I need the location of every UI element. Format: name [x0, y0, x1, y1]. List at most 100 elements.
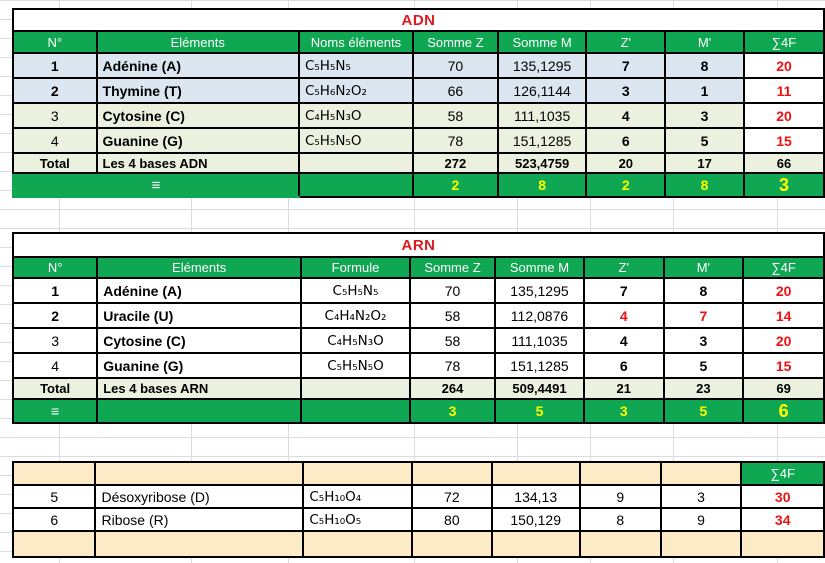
arn-equiv-sum4f[interactable]: 6 [742, 398, 825, 424]
adn-r2-element[interactable]: Thymine (T) [95, 77, 300, 104]
adn-r1-n[interactable]: 1 [12, 52, 98, 79]
arn-r4-sum4f[interactable]: 15 [742, 352, 825, 379]
sugars-header-somme-z[interactable] [411, 461, 493, 486]
arn-r4-somme-m[interactable]: 151,1285 [494, 352, 585, 379]
sugars-r5-somme-m[interactable]: 134,13 [490, 484, 581, 509]
adn-r2-n[interactable]: 2 [12, 77, 98, 104]
adn-r1-m-prime[interactable]: 8 [664, 52, 745, 79]
adn-header-z-prime[interactable]: Z' [585, 30, 667, 54]
adn-total-element[interactable]: Les 4 bases ADN [95, 152, 300, 174]
arn-r3-sum4f[interactable]: 20 [742, 327, 825, 354]
adn-r3-somme-z[interactable]: 58 [411, 102, 499, 129]
adn-total-somme-z[interactable]: 272 [411, 152, 499, 174]
sugars-r6-n[interactable]: 6 [11, 507, 97, 532]
adn-r4-m-prime[interactable]: 5 [664, 127, 745, 154]
arn-r2-m-prime[interactable]: 7 [662, 302, 745, 329]
adn-total-sum4f[interactable]: 66 [742, 152, 825, 174]
arn-r4-n[interactable]: 4 [11, 352, 99, 379]
adn-r1-somme-z[interactable]: 70 [411, 52, 499, 79]
arn-r1-somme-m[interactable]: 135,1295 [494, 277, 585, 304]
sugars-r5-z-prime[interactable]: 9 [578, 484, 662, 509]
sugars-footer-z-prime[interactable] [578, 530, 662, 558]
adn-r2-somme-z[interactable]: 66 [411, 77, 499, 104]
arn-r1-formula[interactable]: C₅H₅N₅ [300, 277, 411, 304]
adn-r3-element[interactable]: Cytosine (C) [95, 102, 300, 129]
arn-r1-z-prime[interactable]: 7 [582, 277, 665, 304]
arn-header-element[interactable]: Eléments [96, 256, 303, 279]
adn-r3-m-prime[interactable]: 3 [664, 102, 745, 129]
arn-r3-somme-m[interactable]: 111,1035 [494, 327, 585, 354]
sugars-footer-sum4f[interactable] [740, 530, 825, 558]
arn-r4-formula[interactable]: C₅H₅N₅O [300, 352, 411, 379]
arn-r3-formula[interactable]: C₄H₅N₃O [300, 327, 411, 354]
adn-r4-element[interactable]: Guanine (G) [95, 127, 300, 154]
adn-total-label[interactable]: Total [12, 152, 98, 174]
adn-equiv-symbol[interactable]: ≡ [12, 172, 300, 198]
adn-r4-z-prime[interactable]: 6 [585, 127, 667, 154]
adn-header-n[interactable]: N° [12, 30, 98, 54]
adn-r2-m-prime[interactable]: 1 [664, 77, 745, 104]
arn-header-m-prime[interactable]: M' [662, 256, 745, 279]
adn-r3-z-prime[interactable]: 4 [585, 102, 667, 129]
adn-r1-sum4f[interactable]: 20 [742, 52, 825, 79]
arn-r1-n[interactable]: 1 [11, 277, 99, 304]
arn-total-label[interactable]: Total [11, 377, 99, 400]
arn-equiv-formula[interactable] [300, 398, 411, 424]
sugars-r6-somme-m[interactable]: 150,129 [490, 507, 581, 532]
arn-header-n[interactable]: N° [11, 256, 99, 279]
adn-equiv-sum4f[interactable]: 3 [742, 172, 825, 198]
arn-header-z-prime[interactable]: Z' [582, 256, 665, 279]
sugars-footer-n[interactable] [11, 530, 97, 558]
sugars-footer-element[interactable] [94, 530, 305, 558]
adn-r2-somme-m[interactable]: 126,1144 [496, 77, 588, 104]
adn-r4-somme-m[interactable]: 151,1285 [496, 127, 588, 154]
sugars-footer-somme-z[interactable] [411, 530, 493, 558]
arn-r3-somme-z[interactable]: 58 [408, 327, 497, 354]
adn-equiv-z-prime[interactable]: 2 [585, 172, 667, 198]
sugars-footer-m-prime[interactable] [659, 530, 743, 558]
sugars-header-z-prime[interactable] [578, 461, 662, 486]
adn-r4-formula[interactable]: C₅H₅N₅O [297, 127, 414, 154]
arn-r2-somme-z[interactable]: 58 [408, 302, 497, 329]
arn-total-sum4f[interactable]: 69 [742, 377, 825, 400]
arn-r3-z-prime[interactable]: 4 [582, 327, 665, 354]
sugars-header-formula[interactable] [302, 461, 414, 486]
adn-total-formula[interactable] [297, 152, 414, 174]
arn-r1-element[interactable]: Adénine (A) [96, 277, 303, 304]
arn-r2-somme-m[interactable]: 112,0876 [494, 302, 585, 329]
sugars-header-sum4f[interactable]: ∑4F [740, 461, 825, 486]
sugars-r6-m-prime[interactable]: 9 [659, 507, 743, 532]
arn-r2-n[interactable]: 2 [11, 302, 99, 329]
arn-header-formula[interactable]: Formule [300, 256, 411, 279]
adn-r4-n[interactable]: 4 [12, 127, 98, 154]
sugars-header-m-prime[interactable] [659, 461, 743, 486]
arn-r1-sum4f[interactable]: 20 [742, 277, 825, 304]
sugars-r6-formula[interactable]: C₅H₁₀O₅ [302, 507, 414, 532]
arn-r3-element[interactable]: Cytosine (C) [96, 327, 303, 354]
sugars-header-element[interactable] [94, 461, 305, 486]
adn-r3-sum4f[interactable]: 20 [742, 102, 825, 129]
arn-equiv-m-prime[interactable]: 5 [662, 398, 745, 424]
adn-header-element[interactable]: Eléments [95, 30, 300, 54]
adn-r1-element[interactable]: Adénine (A) [95, 52, 300, 79]
adn-r2-formula[interactable]: C₅H₆N₂O₂ [297, 77, 414, 104]
arn-r1-somme-z[interactable]: 70 [408, 277, 497, 304]
arn-r2-z-prime[interactable]: 4 [582, 302, 665, 329]
arn-total-somme-z[interactable]: 264 [408, 377, 497, 400]
adn-title-cell[interactable]: ADN [12, 8, 825, 32]
sugars-r6-sum4f[interactable]: 34 [740, 507, 825, 532]
sugars-header-somme-m[interactable] [490, 461, 581, 486]
adn-header-somme-z[interactable]: Somme Z [411, 30, 499, 54]
adn-r1-somme-m[interactable]: 135,1295 [496, 52, 588, 79]
arn-total-z-prime[interactable]: 21 [582, 377, 665, 400]
arn-r4-element[interactable]: Guanine (G) [96, 352, 303, 379]
adn-equiv-somme-z[interactable]: 2 [411, 172, 499, 198]
adn-total-z-prime[interactable]: 20 [585, 152, 667, 174]
arn-header-somme-z[interactable]: Somme Z [408, 256, 497, 279]
arn-r4-m-prime[interactable]: 5 [662, 352, 745, 379]
adn-header-m-prime[interactable]: M' [664, 30, 745, 54]
adn-r1-z-prime[interactable]: 7 [585, 52, 667, 79]
adn-r3-n[interactable]: 3 [12, 102, 98, 129]
arn-r4-z-prime[interactable]: 6 [582, 352, 665, 379]
adn-r4-sum4f[interactable]: 15 [742, 127, 825, 154]
